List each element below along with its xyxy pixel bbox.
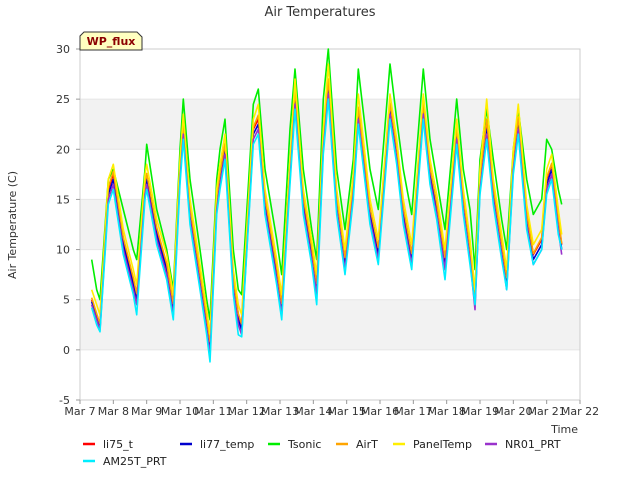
series-line-am25t-prt bbox=[90, 98, 563, 363]
y-tick-label-0: -5 bbox=[59, 394, 70, 407]
x-tick-label-11: Mar 18 bbox=[428, 405, 466, 418]
x-tick-label-14: Mar 21 bbox=[528, 405, 566, 418]
y-axis-ticks: -5 0 5 10 15 20 25 30 bbox=[56, 43, 80, 407]
series-layer bbox=[90, 48, 563, 363]
legend-label-tsonic: Tsonic bbox=[287, 438, 321, 451]
legend-label-li75-t: li75_t bbox=[103, 438, 134, 451]
x-tick-label-7: Mar 14 bbox=[294, 405, 332, 418]
x-tick-label-12: Mar 19 bbox=[461, 405, 499, 418]
x-tick-label-0: Mar 7 bbox=[64, 405, 95, 418]
legend-label-airt: AirT bbox=[356, 438, 378, 451]
site-label: WP_flux bbox=[87, 35, 136, 48]
legend: li75_t li77_temp Tsonic AirT PanelTemp NR01_P… bbox=[83, 438, 561, 468]
site-label-background bbox=[79, 31, 143, 51]
x-tick-label-1: Mar 8 bbox=[98, 405, 129, 418]
y-tick-label-4: 15 bbox=[56, 193, 70, 206]
legend-label-li77-temp: li77_temp bbox=[200, 438, 254, 451]
legend-label-nr01-prt: NR01_PRT bbox=[505, 438, 561, 451]
y-axis-label: Air Temperature (C) bbox=[6, 171, 19, 279]
chart-title: Air Temperatures bbox=[264, 5, 375, 20]
x-tick-label-10: Mar 17 bbox=[394, 405, 432, 418]
legend-label-am25t-prt: AM25T_PRT bbox=[103, 455, 167, 468]
plot-area-frame bbox=[79, 48, 581, 401]
y-tick-label-3: 10 bbox=[56, 244, 70, 257]
x-axis-label: Time bbox=[550, 423, 578, 436]
x-tick-label-4: Mar 11 bbox=[194, 405, 232, 418]
site-label-box: WP_flux bbox=[79, 31, 143, 51]
x-tick-label-5: Mar 12 bbox=[228, 405, 266, 418]
x-tick-label-15: Mar 22 bbox=[561, 405, 599, 418]
x-tick-label-6: Mar 13 bbox=[261, 405, 299, 418]
background-band-0 bbox=[80, 299, 580, 350]
series-line-paneltemp bbox=[90, 63, 563, 336]
y-tick-label-2: 5 bbox=[63, 294, 70, 307]
legend-label-paneltemp: PanelTemp bbox=[413, 438, 472, 451]
x-tick-label-13: Mar 20 bbox=[494, 405, 532, 418]
x-tick-label-3: Mar 10 bbox=[161, 405, 199, 418]
x-tick-label-9: Mar 16 bbox=[361, 405, 399, 418]
y-tick-label-6: 25 bbox=[56, 93, 70, 106]
y-tick-label-5: 20 bbox=[56, 143, 70, 156]
y-tick-label-7: 30 bbox=[56, 43, 70, 56]
x-tick-label-8: Mar 15 bbox=[328, 405, 366, 418]
y-tick-label-1: 0 bbox=[63, 344, 70, 357]
x-tick-label-2: Mar 9 bbox=[131, 405, 162, 418]
